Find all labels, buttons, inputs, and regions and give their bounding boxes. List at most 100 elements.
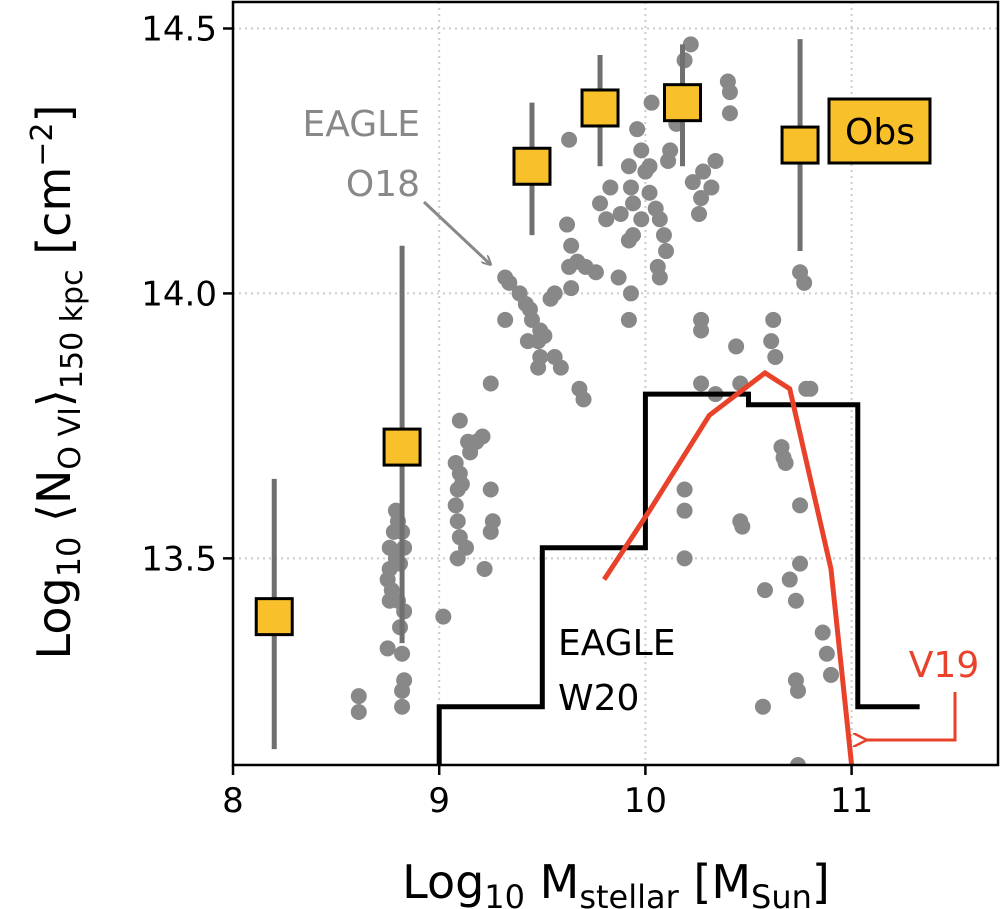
scatter-point bbox=[781, 571, 798, 588]
scatter-point bbox=[575, 391, 592, 408]
obs-marker bbox=[580, 88, 620, 128]
legend-label: V19 bbox=[909, 645, 979, 686]
scatter-point bbox=[620, 232, 637, 249]
scatter-point bbox=[633, 211, 650, 228]
y-axis-label-part: −2 bbox=[25, 122, 60, 166]
scatter-point bbox=[449, 513, 466, 530]
obs-marker bbox=[663, 83, 703, 123]
scatter-point bbox=[777, 454, 794, 471]
scatter-point bbox=[728, 338, 745, 355]
obs-marker bbox=[382, 427, 422, 467]
scatter-point bbox=[350, 704, 367, 721]
scatter-point bbox=[767, 349, 784, 366]
arrow bbox=[422, 200, 490, 264]
scatter-point bbox=[394, 645, 411, 662]
scatter-point bbox=[622, 285, 639, 302]
scatter-point bbox=[536, 327, 553, 344]
legend-box bbox=[827, 97, 932, 165]
y-tick-label: 14.5 bbox=[141, 9, 217, 49]
scatter-point bbox=[482, 481, 499, 498]
scatter-point bbox=[676, 481, 693, 498]
scatter-point bbox=[602, 179, 619, 196]
scatter-point bbox=[789, 682, 806, 699]
scatter-point bbox=[763, 333, 780, 350]
scatter-point bbox=[435, 608, 452, 625]
scatter-point bbox=[629, 121, 646, 138]
scatter-point bbox=[530, 359, 547, 376]
scatter-point bbox=[620, 311, 637, 328]
scatter-point bbox=[707, 152, 724, 169]
legend-label: EAGLE bbox=[303, 104, 420, 145]
scatter-point bbox=[546, 285, 563, 302]
scatter-point bbox=[587, 264, 604, 281]
annotation-w20: EAGLE W20 bbox=[558, 623, 675, 719]
scatter-point bbox=[787, 592, 804, 609]
scatter-point bbox=[651, 269, 668, 286]
legend-label: O18 bbox=[346, 164, 420, 205]
x-axis-label-part: Sun bbox=[751, 878, 812, 909]
scatter-point bbox=[559, 216, 576, 233]
scatter-point bbox=[453, 476, 470, 493]
scatter-point bbox=[482, 523, 499, 540]
scatter-point bbox=[802, 380, 819, 397]
y-axis-label-part: [cm bbox=[27, 167, 81, 270]
scatter-point bbox=[482, 375, 499, 392]
scatter-point bbox=[695, 163, 712, 180]
scatter-point bbox=[754, 698, 771, 715]
scatter-point bbox=[612, 205, 629, 222]
scatter-point bbox=[822, 666, 839, 683]
scatter-point bbox=[691, 205, 708, 222]
scatter-point bbox=[756, 582, 773, 599]
scatter-point bbox=[451, 412, 468, 429]
scatter-point bbox=[610, 269, 627, 286]
scatter-point bbox=[592, 195, 609, 212]
scatter-point bbox=[693, 322, 710, 339]
y-axis-label-part: ] bbox=[27, 105, 81, 123]
annotation-o18: EAGLE O18 bbox=[303, 104, 490, 264]
arrow bbox=[866, 692, 957, 740]
scatter-point bbox=[622, 179, 639, 196]
legend-label: Obs bbox=[845, 112, 915, 153]
y-axis-label-part: 10 bbox=[50, 537, 88, 578]
scatter-point bbox=[350, 688, 367, 705]
legend-obs: Obs bbox=[827, 97, 932, 165]
scatter-point bbox=[643, 94, 660, 111]
x-axis-label-part: Log bbox=[402, 855, 484, 909]
scatter-point bbox=[447, 454, 464, 471]
scatter-point bbox=[703, 179, 720, 196]
scatter-point bbox=[563, 237, 580, 254]
scatter-point bbox=[474, 428, 491, 445]
legend-label: EAGLE bbox=[558, 623, 675, 664]
scatter-point bbox=[693, 375, 710, 392]
x-axis-label-part: 10 bbox=[484, 878, 525, 909]
x-tick-label: 8 bbox=[222, 781, 244, 821]
x-tick-label: 11 bbox=[830, 781, 873, 821]
scatter-point bbox=[796, 274, 813, 291]
scatter-point bbox=[818, 645, 835, 662]
scatter-point bbox=[765, 311, 782, 328]
obs-marker bbox=[780, 125, 820, 165]
scatter-point bbox=[658, 243, 675, 260]
scatter-point bbox=[651, 211, 668, 228]
scatter-point bbox=[792, 555, 809, 572]
scatter-point bbox=[620, 158, 637, 175]
scatter-point bbox=[394, 682, 411, 699]
y-axis-label: Log10 ⟨NO VI⟩150 kpc [cm−2] bbox=[25, 105, 90, 660]
scatter-point bbox=[693, 190, 710, 207]
scatter-point bbox=[655, 227, 672, 244]
obs-marker bbox=[512, 146, 552, 186]
scatter-point bbox=[814, 624, 831, 641]
y-tick-label: 14.0 bbox=[141, 274, 217, 314]
scatter-point bbox=[476, 560, 493, 577]
scatter-point bbox=[563, 280, 580, 297]
scatter-point bbox=[379, 640, 396, 657]
legend-label: W20 bbox=[558, 678, 639, 719]
y-tick-label: 13.5 bbox=[141, 539, 217, 579]
y-axis-label-part: Log bbox=[27, 577, 81, 659]
scatter-point bbox=[734, 518, 751, 535]
scatter-point bbox=[458, 539, 475, 556]
scatter-point bbox=[561, 131, 578, 148]
scatter-point bbox=[552, 359, 569, 376]
scatter-point bbox=[633, 142, 650, 159]
